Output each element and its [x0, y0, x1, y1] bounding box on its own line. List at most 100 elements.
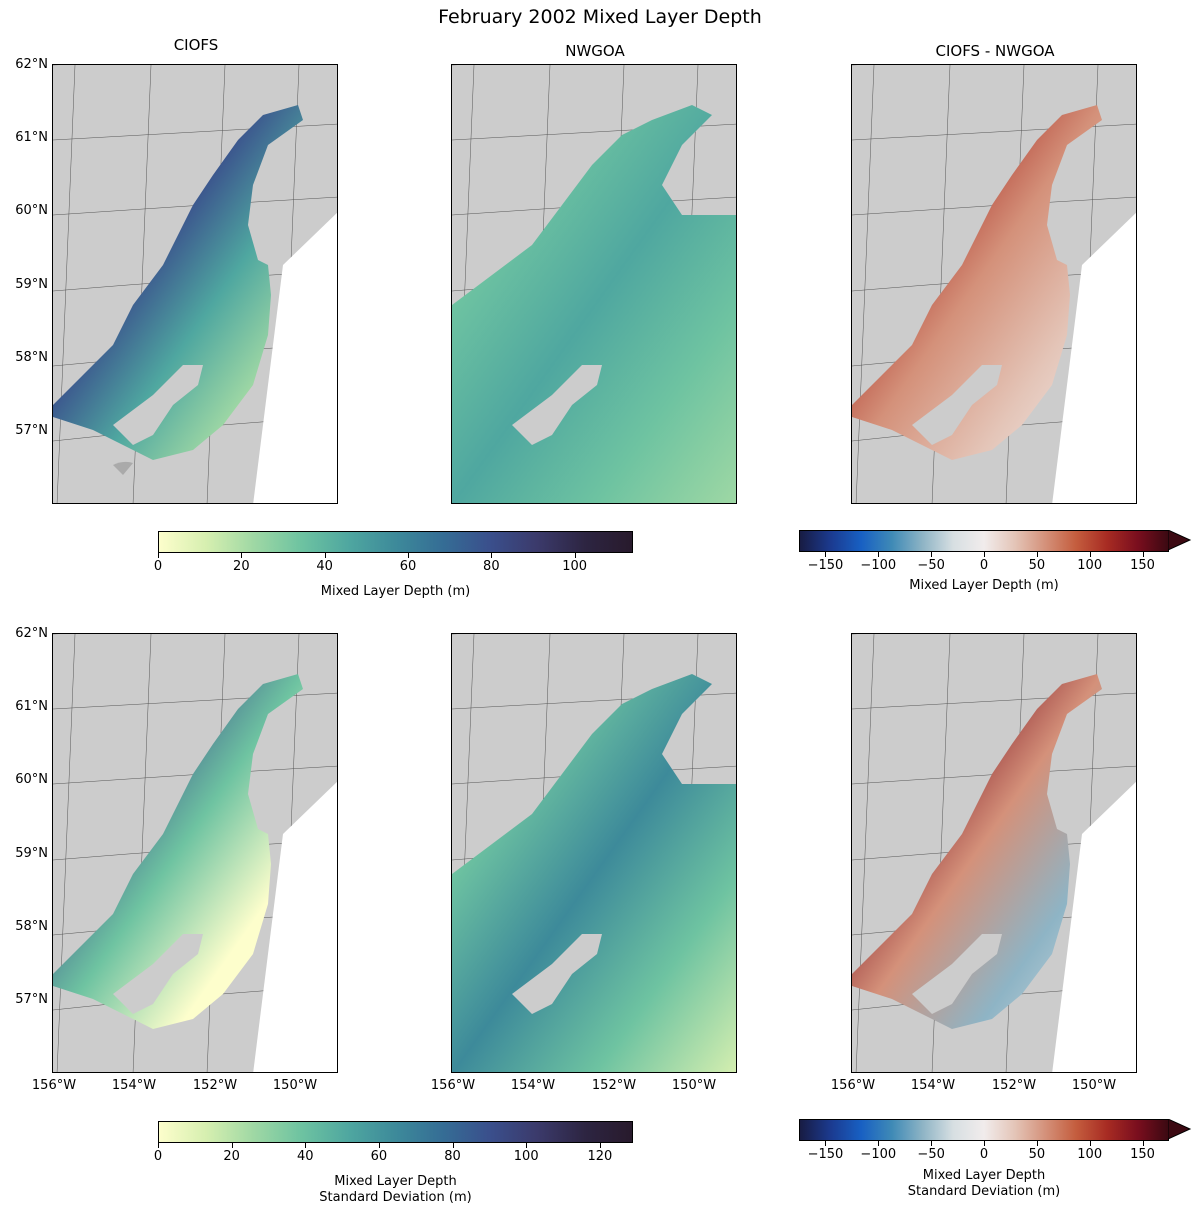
kodiak-island: [512, 365, 602, 445]
lat-label-62-top: 62°N: [15, 57, 48, 72]
island: [113, 461, 133, 475]
parallel-line: [53, 692, 337, 710]
colorbar-tick-mark: [825, 1141, 827, 1146]
lon-label-152-col2: 152°W: [591, 1078, 637, 1093]
lon-label-156-col3: 156°W: [830, 1078, 876, 1093]
colorbar-label-std: Mixed Layer Depth Standard Deviation (m): [319, 1174, 472, 1205]
parallel-line: [852, 692, 1136, 710]
meridian-line: [56, 65, 76, 503]
no-data-ocean: [1052, 212, 1136, 503]
lon-label-154-col2: 154°W: [510, 1078, 556, 1093]
lat-label-59-top: 59°N: [15, 277, 48, 292]
map-nwgoa-std: [452, 634, 736, 1072]
colorbar-std: [158, 1121, 633, 1143]
map-panel-diff-mld: [851, 64, 1137, 504]
colorbar-tick-label: −150: [807, 1147, 844, 1162]
map-panel-ciofs-mld: [52, 64, 338, 504]
lon-label-150-col2: 150°W: [671, 1078, 717, 1093]
colorbar-tick-mark: [1036, 552, 1038, 557]
colorbar-tick-mark: [1089, 552, 1091, 557]
colorbar-tick-mark: [452, 1143, 454, 1148]
model-domain: [53, 105, 303, 460]
colorbar-label-std-difference: Mixed Layer Depth Standard Deviation (m): [907, 1168, 1061, 1199]
no-data-ocean: [1052, 781, 1136, 1072]
lat-label-57-bottom: 57°N: [15, 992, 48, 1007]
parallel-line: [852, 123, 1136, 141]
kodiak-island: [512, 934, 602, 1014]
lat-label-61-top: 61°N: [15, 130, 48, 145]
model-domain: [852, 105, 1102, 460]
colorbar-tick-label: 0: [979, 1147, 989, 1162]
kodiak-island: [912, 934, 1002, 1014]
colorbar-tick-mark: [324, 553, 326, 558]
model-domain: [53, 674, 303, 1029]
colorbar-tick-label: −50: [917, 558, 945, 573]
colorbar-tick-mark: [158, 553, 159, 558]
colorbar-tick-label: 60: [399, 559, 417, 574]
lat-label-60-bottom: 60°N: [15, 772, 48, 787]
lat-label-57-top: 57°N: [15, 423, 48, 438]
colorbar-extend-arrow-bottom: [1168, 1119, 1192, 1139]
lat-label-59-bottom: 59°N: [15, 846, 48, 861]
kodiak-island: [113, 365, 203, 445]
colorbar-tick-mark: [1036, 1141, 1038, 1146]
colorbar-tick-mark: [158, 1143, 159, 1148]
map-panel-nwgoa-std: [451, 633, 737, 1073]
colorbar-std-difference: [799, 1119, 1169, 1141]
figure-title: February 2002 Mixed Layer Depth: [438, 6, 762, 28]
colorbar-tick-label: 100: [1077, 1147, 1103, 1162]
colorbar-tick-mark: [1089, 1141, 1091, 1146]
map-ciofs-mld: [53, 65, 337, 503]
colorbar-tick-mark: [491, 553, 493, 558]
colorbar-tick-label: −100: [860, 558, 897, 573]
parallel-line: [53, 123, 337, 141]
colorbar-tick-label: 100: [1077, 558, 1103, 573]
colorbar-tick-label: 40: [316, 559, 333, 574]
colorbar-tick-mark: [1142, 1141, 1144, 1146]
colorbar-tick-mark: [1142, 552, 1144, 557]
colorbar-tick-label: −150: [807, 558, 844, 573]
colorbar-tick-mark: [878, 1141, 880, 1146]
model-domain: [452, 674, 736, 1072]
colorbar-tick-label: 0: [153, 559, 163, 574]
column-title-ciofs: CIOFS: [173, 36, 219, 54]
map-panel-nwgoa-mld: [451, 64, 737, 504]
colorbar-tick-mark: [984, 552, 985, 557]
colorbar-tick-mark: [878, 552, 880, 557]
lon-label-150-col3: 150°W: [1071, 1078, 1117, 1093]
model-domain: [452, 105, 736, 503]
colorbar-mld-difference: [799, 530, 1169, 552]
map-nwgoa-mld: [452, 65, 736, 503]
lat-label-62-bottom: 62°N: [15, 626, 48, 641]
colorbar-tick-mark: [241, 553, 243, 558]
colorbar-tick-label: 120: [587, 1149, 613, 1164]
colorbar-tick-label: −100: [860, 1147, 897, 1162]
colorbar-tick-label: 50: [1028, 558, 1046, 573]
meridian-line: [855, 65, 875, 503]
no-data-ocean: [253, 781, 337, 1072]
colorbar-tick-label: 60: [370, 1149, 388, 1164]
colorbar-mld: [158, 531, 633, 553]
kodiak-island: [912, 365, 1002, 445]
map-ciofs-std: [53, 634, 337, 1072]
colorbar-label-mld-difference: Mixed Layer Depth (m): [909, 578, 1059, 593]
colorbar-tick-label: 80: [483, 559, 500, 574]
colorbar-tick-label: 20: [233, 559, 250, 574]
colorbar-tick-mark: [931, 1141, 933, 1146]
colorbar-tick-mark: [984, 1141, 985, 1146]
parallel-line: [452, 692, 736, 710]
meridian-line: [56, 634, 76, 1072]
lat-label-60-top: 60°N: [15, 203, 48, 218]
colorbar-tick-mark: [378, 1143, 380, 1148]
lon-label-154-col1: 154°W: [111, 1078, 157, 1093]
lat-label-58-top: 58°N: [15, 350, 48, 365]
no-data-ocean: [253, 212, 337, 503]
colorbar-tick-label: 40: [297, 1149, 314, 1164]
lon-label-154-col3: 154°W: [910, 1078, 956, 1093]
colorbar-tick-mark: [931, 552, 933, 557]
map-panel-diff-std: [851, 633, 1137, 1073]
colorbar-tick-label: 100: [513, 1149, 539, 1164]
map-diff-std: [852, 634, 1136, 1072]
meridian-line: [855, 634, 875, 1072]
colorbar-tick-mark: [825, 552, 827, 557]
